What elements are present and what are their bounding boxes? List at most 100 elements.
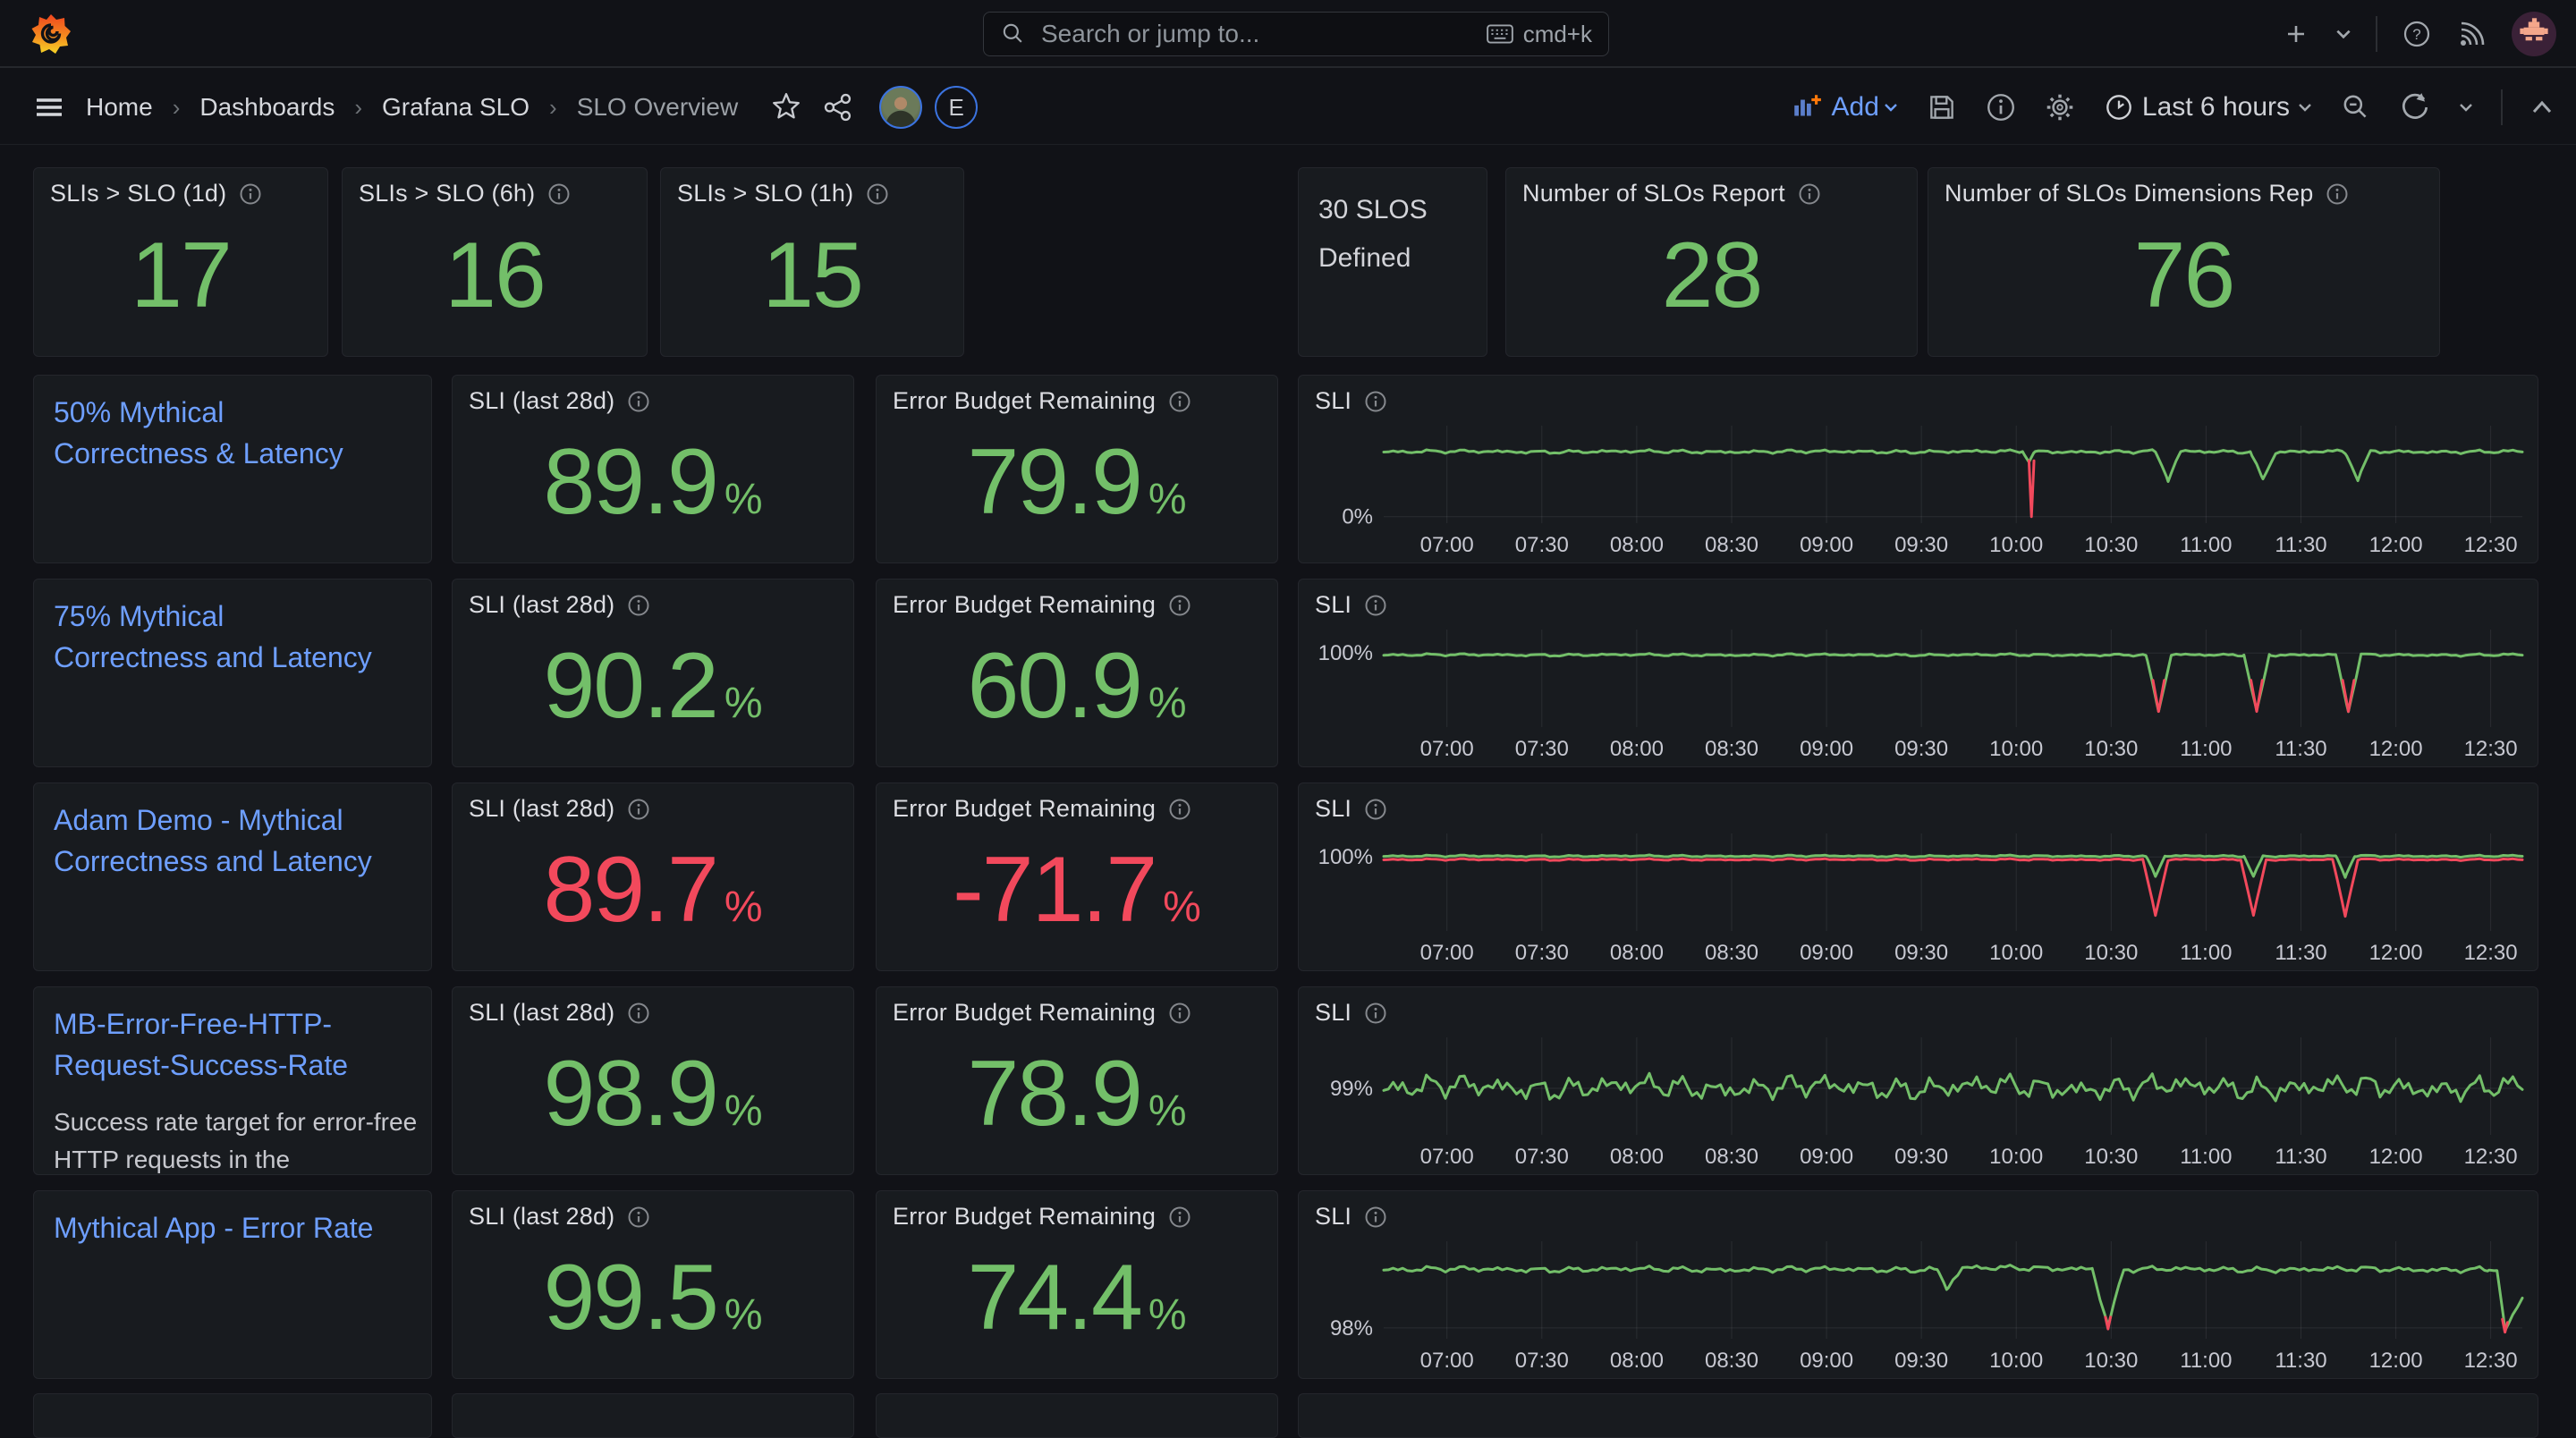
stat-value: 74.4% [967, 1246, 1187, 1349]
favorite-star-button[interactable] [770, 91, 802, 123]
dashboard-settings-button[interactable] [2044, 91, 2076, 123]
svg-text:07:00: 07:00 [1420, 533, 1474, 557]
svg-text:07:30: 07:30 [1515, 533, 1569, 557]
info-icon[interactable] [627, 798, 650, 821]
sli-chart-panel: SLI 07:00 07:30 08:00 08:30 09:00 09:30 10:00 1… [1298, 1190, 2538, 1379]
svg-text:09:00: 09:00 [1800, 737, 1853, 761]
svg-text:12:30: 12:30 [2464, 533, 2518, 557]
info-icon[interactable] [1168, 390, 1191, 413]
star-icon [773, 93, 801, 119]
mega-menu-toggle[interactable] [32, 92, 66, 123]
search-input[interactable]: Search or jump to... cmd+k [983, 12, 1609, 56]
svg-text:0%: 0% [1342, 505, 1373, 529]
add-button-label[interactable]: Add [1831, 92, 1879, 122]
info-icon[interactable] [1798, 182, 1821, 206]
viewer-avatar-letter[interactable]: E [935, 86, 979, 129]
stat-value: 60.9% [967, 634, 1187, 738]
info-icon[interactable] [1168, 1205, 1191, 1229]
profile-avatar[interactable] [2512, 12, 2556, 56]
svg-text:09:30: 09:30 [1894, 1145, 1948, 1169]
panel-title: Error Budget Remaining [893, 1203, 1157, 1230]
info-icon[interactable] [627, 594, 650, 617]
save-icon [1930, 96, 1953, 119]
info-icon[interactable] [1364, 594, 1387, 617]
dashboard-insights-button[interactable] [1985, 91, 2017, 123]
info-icon[interactable] [1168, 594, 1191, 617]
breadcrumb-folder[interactable]: Grafana SLO [382, 93, 530, 121]
share-button[interactable] [822, 91, 854, 123]
slo-description: Success rate target for error-free HTTP … [54, 1108, 418, 1173]
svg-text:12:00: 12:00 [2369, 941, 2423, 965]
help-icon: ? [2403, 21, 2430, 47]
panel-title: SLI [1315, 387, 1352, 414]
info-icon[interactable] [1168, 798, 1191, 821]
info-icon[interactable] [866, 182, 889, 206]
info-icon[interactable] [627, 390, 650, 413]
clipped-panel [876, 1393, 1278, 1438]
top-nav-bar: Search or jump to... cmd+k [0, 0, 2576, 68]
viewer-avatar-photo[interactable] [879, 86, 923, 129]
panel-title: SLIs > SLO (1h) [677, 180, 854, 207]
zoom-out-icon [2343, 95, 2367, 118]
svg-text:11:30: 11:30 [2275, 941, 2326, 965]
svg-text:11:00: 11:00 [2180, 737, 2232, 761]
new-dropdown-chevron[interactable] [2334, 25, 2352, 43]
info-icon[interactable] [2326, 182, 2349, 206]
slo-dashboard-link[interactable]: 50% Mythical Correctness & Latency [54, 396, 343, 470]
panel-title: Error Budget Remaining [893, 999, 1157, 1026]
keyboard-icon [1486, 24, 1513, 44]
collapse-toolbar-button[interactable] [2529, 95, 2555, 120]
info-icon[interactable] [239, 182, 262, 206]
svg-text:10:00: 10:00 [1989, 737, 2043, 761]
breadcrumb-home[interactable]: Home [86, 93, 153, 121]
svg-text:11:30: 11:30 [2275, 533, 2326, 557]
info-icon[interactable] [627, 1205, 650, 1229]
info-icon[interactable] [1364, 1002, 1387, 1025]
refresh-icon [2402, 93, 2428, 119]
avatar-initial: E [948, 93, 964, 121]
slo-dashboard-link[interactable]: Mythical App - Error Rate [54, 1212, 374, 1244]
svg-text:10:30: 10:30 [2084, 1349, 2138, 1373]
svg-text:12:00: 12:00 [2369, 737, 2423, 761]
panel-title: SLIs > SLO (6h) [359, 180, 536, 207]
text-panel-slos-defined: 30 SLOS Defined [1298, 167, 1487, 357]
sli-chart-panel: SLI 07:00 07:30 08:00 08:30 09:00 09:30 10:00 1… [1298, 782, 2538, 971]
time-range-picker[interactable]: Last 6 hours [2103, 91, 2313, 123]
svg-text:12:00: 12:00 [2369, 1145, 2423, 1169]
info-icon[interactable] [1364, 390, 1387, 413]
news-button[interactable] [2456, 18, 2488, 50]
slo-dashboard-link[interactable]: Adam Demo - Mythical Correctness and Lat… [54, 804, 372, 878]
info-icon[interactable] [547, 182, 571, 206]
info-icon[interactable] [1364, 1205, 1387, 1229]
refresh-button[interactable] [2399, 91, 2431, 123]
sli-chart-panel: SLI 07:00 07:30 08:00 08:30 09:00 09:30 10:00 1… [1298, 375, 2538, 563]
text-panel-body: 30 SLOS Defined [1318, 195, 1428, 273]
help-button[interactable]: ? [2401, 18, 2433, 50]
info-icon[interactable] [1364, 798, 1387, 821]
svg-text:07:00: 07:00 [1420, 941, 1474, 965]
svg-text:12:30: 12:30 [2464, 1145, 2518, 1169]
save-dashboard-button[interactable] [1926, 91, 1958, 123]
svg-text:07:30: 07:30 [1515, 1349, 1569, 1373]
slo-dashboard-link[interactable]: 75% Mythical Correctness and Latency [54, 600, 372, 674]
svg-text:10:30: 10:30 [2084, 941, 2138, 965]
svg-text:08:30: 08:30 [1705, 737, 1758, 761]
zoom-out-time-button[interactable] [2340, 91, 2372, 123]
divider [2376, 16, 2377, 52]
info-icon[interactable] [627, 1002, 650, 1025]
sli-timeseries-chart: 07:00 07:30 08:00 08:30 09:00 09:30 10:00 10:30… [1318, 833, 2524, 965]
time-range-label[interactable]: Last 6 hours [2141, 92, 2290, 122]
add-panel-button[interactable]: Add [1791, 91, 1899, 123]
svg-text:11:00: 11:00 [2180, 1349, 2232, 1373]
svg-text:10:30: 10:30 [2084, 533, 2138, 557]
refresh-interval-dropdown[interactable] [2458, 99, 2474, 115]
svg-text:11:00: 11:00 [2180, 533, 2232, 557]
robot-avatar-icon [2512, 12, 2556, 56]
slo-dashboard-link[interactable]: MB-Error-Free-HTTP-Request-Success-Rate [54, 1008, 349, 1082]
new-button[interactable] [2281, 19, 2311, 49]
grafana-logo[interactable] [30, 13, 72, 55]
share-icon [825, 93, 852, 122]
svg-text:10:00: 10:00 [1989, 533, 2043, 557]
info-icon[interactable] [1168, 1002, 1191, 1025]
breadcrumb-dashboards[interactable]: Dashboards [199, 93, 335, 121]
